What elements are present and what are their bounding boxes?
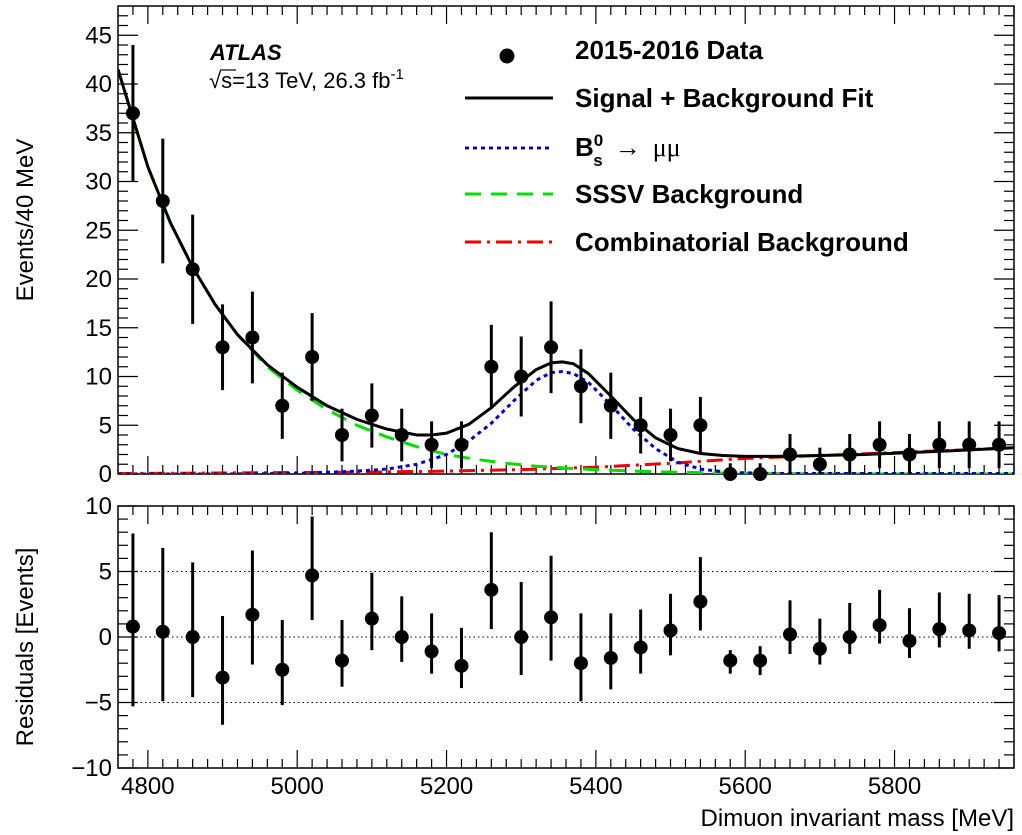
data-point: [753, 467, 768, 481]
residuals-y-tick-label: 0: [99, 624, 112, 651]
data-point: [125, 106, 140, 121]
residuals-y-tick-label: −5: [85, 690, 112, 717]
data-point: [424, 437, 439, 452]
main-y-tick-label: 30: [85, 169, 112, 196]
data-point: [364, 408, 379, 423]
residuals-y-tick-label: 10: [85, 493, 112, 520]
data-point: [275, 398, 290, 413]
legend-label: 2015-2016 Data: [575, 35, 763, 65]
x-tick-label: 4800: [121, 773, 174, 800]
residual-point: [663, 623, 678, 638]
residual-point: [185, 630, 200, 644]
residual-point: [633, 640, 648, 655]
data-point: [454, 437, 469, 452]
residual-point: [753, 653, 768, 668]
data-point: [962, 437, 977, 452]
residual-point: [424, 644, 439, 659]
main-y-tick-label: 40: [85, 71, 112, 98]
x-tick-label: 5400: [569, 773, 622, 800]
data-point: [155, 194, 170, 208]
residuals-y-tick-label: 5: [99, 559, 112, 586]
residual-point: [394, 630, 409, 644]
residual-point: [992, 626, 1007, 641]
main-y-tick-label: 25: [85, 217, 112, 244]
legend-label: Signal + Background Fit: [575, 83, 874, 113]
residual-point: [723, 653, 738, 668]
main-y-tick-label: 45: [85, 22, 112, 49]
x-tick-label: 5200: [420, 773, 473, 800]
residual-point: [693, 594, 708, 609]
data-point: [783, 447, 797, 462]
residual-point: [305, 568, 320, 583]
sssv-background-curve: [118, 68, 1014, 474]
data-point: [514, 369, 529, 384]
data-point: [484, 359, 499, 374]
data-point: [185, 262, 200, 277]
data-point: [633, 418, 648, 433]
residual-point: [603, 650, 618, 665]
data-point: [573, 379, 588, 394]
data-point: [902, 447, 917, 462]
residuals-panel: 4800 5000 5200 5400 5600 5800 −10 −5 0 5 10: [71, 493, 1015, 800]
legend-label-signal: B0 s → μμ: [575, 131, 681, 170]
main-y-tick-label: 5: [99, 412, 112, 439]
x-tick-label: 5000: [271, 773, 324, 800]
residual-point: [335, 653, 349, 668]
data-point: [305, 350, 320, 364]
main-y-tick-label: 15: [85, 315, 112, 342]
data-point: [812, 457, 827, 472]
residual-point: [514, 630, 529, 644]
data-point: [872, 437, 887, 452]
fit-curve: [118, 68, 1014, 458]
legend-label: SSSV Background: [575, 179, 803, 209]
data-point: [663, 428, 678, 442]
residual-point: [962, 623, 977, 638]
residual-point: [573, 656, 588, 671]
main-y-tick-label: 10: [85, 364, 112, 391]
data-point: [215, 340, 230, 355]
data-point: [394, 428, 409, 442]
main-panel: 0 5 10 15 20 25 30 35 40 45: [85, 5, 1015, 488]
residual-point: [544, 610, 559, 625]
data-point: [992, 437, 1007, 452]
residual-point: [215, 670, 230, 685]
energy-label: √s=13 TeV, 26.3 fb-1: [209, 66, 404, 93]
residual-point: [783, 627, 797, 642]
residuals-y-axis-title: Residuals [Events]: [12, 548, 39, 747]
residual-point: [275, 662, 290, 677]
data-point: [335, 428, 349, 442]
data-point: [544, 340, 559, 355]
residual-point: [902, 633, 917, 648]
legend: 2015-2016 Data Signal + Background Fit B0 s…: [465, 35, 909, 257]
x-tick-label: 5600: [719, 773, 772, 800]
residual-point: [932, 622, 947, 637]
main-y-axis-title: Events/40 MeV: [12, 139, 39, 302]
x-axis-title: Dimuon invariant mass [MeV]: [701, 805, 1014, 832]
main-y-tick-label: 35: [85, 120, 112, 147]
residual-point: [125, 619, 140, 634]
residual-point: [155, 624, 170, 639]
data-point: [842, 447, 857, 462]
data-point: [932, 437, 947, 452]
data-point: [603, 398, 618, 413]
residual-point: [842, 630, 857, 644]
residual-point: [245, 607, 260, 622]
experiment-label: ATLAS: [209, 40, 282, 65]
main-y-tick-label: 0: [99, 461, 112, 488]
residual-point: [812, 641, 827, 656]
residuals-y-tick-label: −10: [71, 755, 112, 782]
residual-point: [364, 611, 379, 626]
data-point: [723, 467, 738, 481]
legend-label: Combinatorial Background: [575, 227, 909, 257]
residual-point: [872, 618, 887, 633]
x-tick-label: 5800: [868, 773, 921, 800]
labels: Events/40 MeV Residuals [Events] Dimuon in…: [12, 40, 1014, 832]
data-point: [245, 330, 260, 345]
main-y-tick-label: 20: [85, 266, 112, 293]
data-point: [693, 418, 708, 433]
residual-point: [484, 582, 499, 597]
legend-marker-data: [499, 48, 515, 64]
residual-point: [454, 658, 469, 673]
